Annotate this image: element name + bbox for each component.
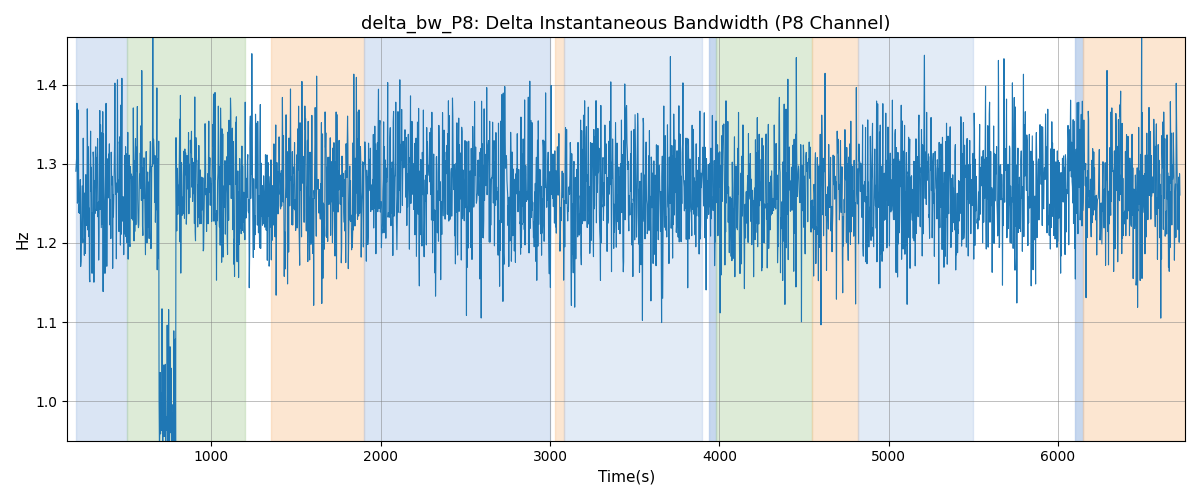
Bar	[858, 38, 973, 440]
Bar	[564, 38, 702, 440]
Bar	[271, 38, 364, 440]
Bar	[1084, 38, 1186, 440]
X-axis label: Time(s): Time(s)	[598, 470, 655, 485]
Bar	[812, 38, 858, 440]
Bar	[127, 38, 245, 440]
Bar	[76, 38, 127, 440]
Y-axis label: Hz: Hz	[16, 230, 30, 249]
Bar	[716, 38, 812, 440]
Bar	[364, 38, 550, 440]
Title: delta_bw_P8: Delta Instantaneous Bandwidth (P8 Channel): delta_bw_P8: Delta Instantaneous Bandwid…	[361, 15, 890, 34]
Bar	[556, 38, 564, 440]
Bar	[1075, 38, 1084, 440]
Bar	[709, 38, 716, 440]
